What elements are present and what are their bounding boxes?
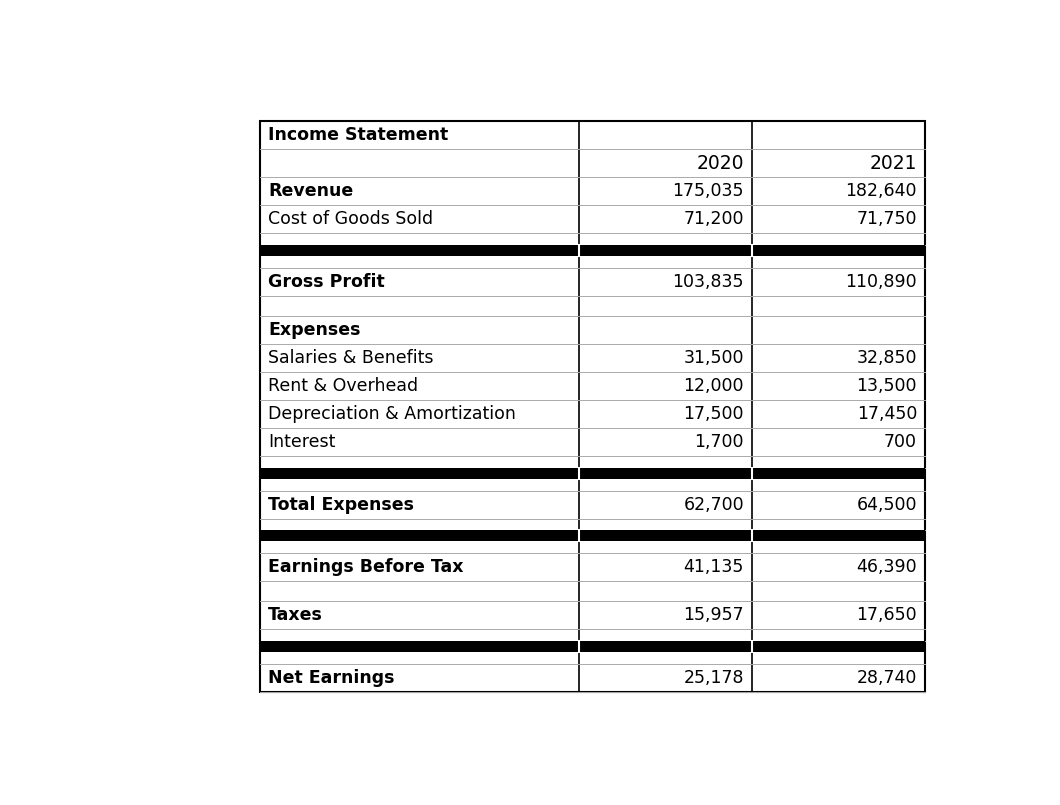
Text: 28,740: 28,740	[856, 669, 917, 687]
Text: Expenses: Expenses	[268, 321, 360, 339]
Text: 1,700: 1,700	[694, 433, 744, 451]
Text: 13,500: 13,500	[856, 378, 917, 395]
Text: 15,957: 15,957	[684, 606, 744, 625]
Text: Cost of Goods Sold: Cost of Goods Sold	[268, 210, 434, 229]
Text: 2020: 2020	[696, 154, 744, 173]
Text: 700: 700	[884, 433, 917, 451]
Text: 2021: 2021	[869, 154, 917, 173]
Text: 110,890: 110,890	[846, 273, 917, 291]
Text: Interest: Interest	[268, 433, 335, 451]
Text: 182,640: 182,640	[846, 183, 917, 200]
Text: 175,035: 175,035	[672, 183, 744, 200]
Text: 31,500: 31,500	[684, 349, 744, 367]
Bar	[260, 468, 925, 479]
Text: Salaries & Benefits: Salaries & Benefits	[268, 349, 434, 367]
Text: Net Earnings: Net Earnings	[268, 669, 394, 687]
Bar	[260, 641, 925, 652]
Text: Taxes: Taxes	[268, 606, 323, 625]
Text: Gross Profit: Gross Profit	[268, 273, 385, 291]
Text: 103,835: 103,835	[672, 273, 744, 291]
Text: Rent & Overhead: Rent & Overhead	[268, 378, 419, 395]
Text: 17,650: 17,650	[856, 606, 917, 625]
Bar	[260, 530, 925, 542]
Text: 17,450: 17,450	[856, 405, 917, 423]
Text: 62,700: 62,700	[684, 496, 744, 514]
Text: Depreciation & Amortization: Depreciation & Amortization	[268, 405, 516, 423]
Text: 64,500: 64,500	[856, 496, 917, 514]
Text: 32,850: 32,850	[856, 349, 917, 367]
Text: Income Statement: Income Statement	[268, 126, 448, 144]
Text: 71,200: 71,200	[684, 210, 744, 229]
Text: Revenue: Revenue	[268, 183, 353, 200]
Text: Total Expenses: Total Expenses	[268, 496, 414, 514]
Bar	[260, 122, 925, 691]
Bar	[260, 245, 925, 256]
Text: Earnings Before Tax: Earnings Before Tax	[268, 558, 463, 576]
Text: 12,000: 12,000	[684, 378, 744, 395]
Text: 17,500: 17,500	[684, 405, 744, 423]
Text: 46,390: 46,390	[856, 558, 917, 576]
Text: 25,178: 25,178	[684, 669, 744, 687]
Text: 71,750: 71,750	[856, 210, 917, 229]
Text: 41,135: 41,135	[684, 558, 744, 576]
